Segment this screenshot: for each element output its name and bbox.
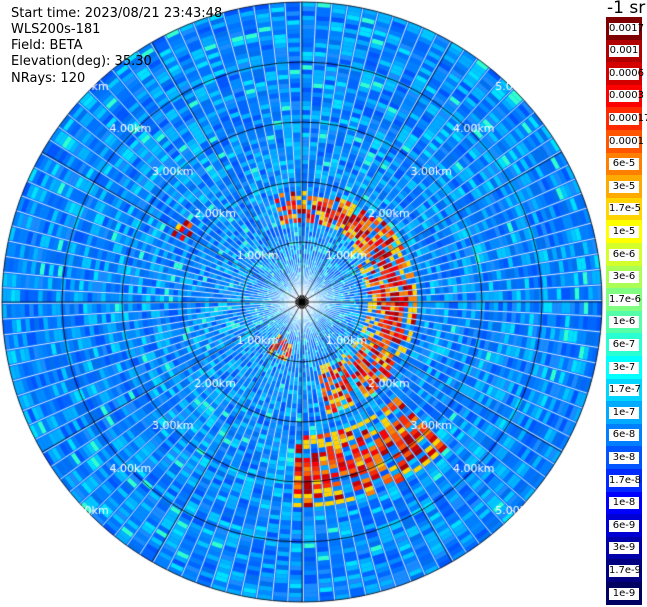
instrument-label: WLS200s-181 <box>11 22 101 37</box>
colorbar-level-label: 6e-8 <box>609 429 639 442</box>
colorbar-level-label: 0.0003 <box>609 90 644 103</box>
colorbar-level: 1.7e-5 <box>606 197 642 221</box>
colorbar-level: 0.0001 <box>606 130 644 154</box>
colorbar-level-label: 6e-7 <box>609 338 639 351</box>
start-time-label: Start time: 2023/08/21 23:43:48 <box>11 6 223 21</box>
colorbar-level: 3e-9 <box>606 536 642 560</box>
colorbar-level: 0.001 <box>606 39 642 63</box>
colorbar-level-label: 1.7e-6 <box>609 293 642 306</box>
colorbar-level: 6e-7 <box>606 333 642 357</box>
colorbar-level-label: 1e-8 <box>609 497 639 510</box>
colorbar-level-label: 1e-6 <box>609 316 639 329</box>
colorbar-level: 1.7e-8 <box>606 469 642 493</box>
colorbar-level-label: 1e-9 <box>609 587 639 600</box>
colorbar-level-label: 3e-8 <box>609 451 639 464</box>
colorbar-level: 0.0003 <box>606 84 644 108</box>
colorbar-level-label: 1.7e-5 <box>609 203 642 216</box>
colorbar-level: 6e-5 <box>606 152 642 176</box>
colorbar-level-label: 0.0017 <box>609 22 644 35</box>
colorbar-level-label: 0.0001 <box>609 135 644 148</box>
colorbar-level: 1.7e-7 <box>606 378 642 402</box>
field-label: Field: BETA <box>11 38 83 53</box>
colorbar-level-label: 6e-6 <box>609 248 639 261</box>
colorbar-level-label: 3e-5 <box>609 180 639 193</box>
colorbar-title: -1 sr <box>607 0 646 18</box>
colorbar-level-label: 6e-9 <box>609 519 639 532</box>
colorbar-level-label: 1.7e-7 <box>609 384 642 397</box>
colorbar-level: 1e-8 <box>606 491 642 515</box>
colorbar-level-label: 1e-5 <box>609 225 639 238</box>
colorbar-level: 1.7e-6 <box>606 288 642 312</box>
nrays-label: NRays: 120 <box>11 71 86 86</box>
colorbar-level-label: 1.7e-9 <box>609 564 642 577</box>
colorbar-level: 3e-6 <box>606 265 642 289</box>
colorbar-level-label: 0.0006 <box>609 67 644 80</box>
colorbar-level: 0.00017 <box>606 107 647 131</box>
colorbar-level: 1e-7 <box>606 401 642 425</box>
colorbar-level: 3e-8 <box>606 446 642 470</box>
colorbar-level: 1.7e-9 <box>606 559 642 583</box>
colorbar-level: 0.0006 <box>606 62 644 86</box>
colorbar-level-label: 0.001 <box>609 45 639 58</box>
colorbar-level-label: 3e-6 <box>609 271 639 284</box>
colorbar-level-label: 0.00017 <box>609 112 647 125</box>
colorbar-level: 1e-9 <box>606 582 642 606</box>
colorbar-level: 1e-6 <box>606 310 642 334</box>
colorbar-level-label: 6e-5 <box>609 158 639 171</box>
colorbar-level: 3e-7 <box>606 356 642 380</box>
colorbar-level-label: 1.7e-8 <box>609 474 642 487</box>
colorbar-level-label: 1e-7 <box>609 406 639 419</box>
colorbar-level: 6e-9 <box>606 514 642 538</box>
colorbar-level-label: 3e-7 <box>609 361 639 374</box>
colorbar-level: 6e-8 <box>606 423 642 447</box>
colorbar-level-label: 3e-9 <box>609 542 639 555</box>
colorbar-level: 3e-5 <box>606 175 642 199</box>
colorbar-level: 6e-6 <box>606 243 642 267</box>
elevation-label: Elevation(deg): 35.30 <box>11 54 152 69</box>
colorbar-level: 0.0017 <box>606 17 644 41</box>
colorbar-level: 1e-5 <box>606 220 642 244</box>
